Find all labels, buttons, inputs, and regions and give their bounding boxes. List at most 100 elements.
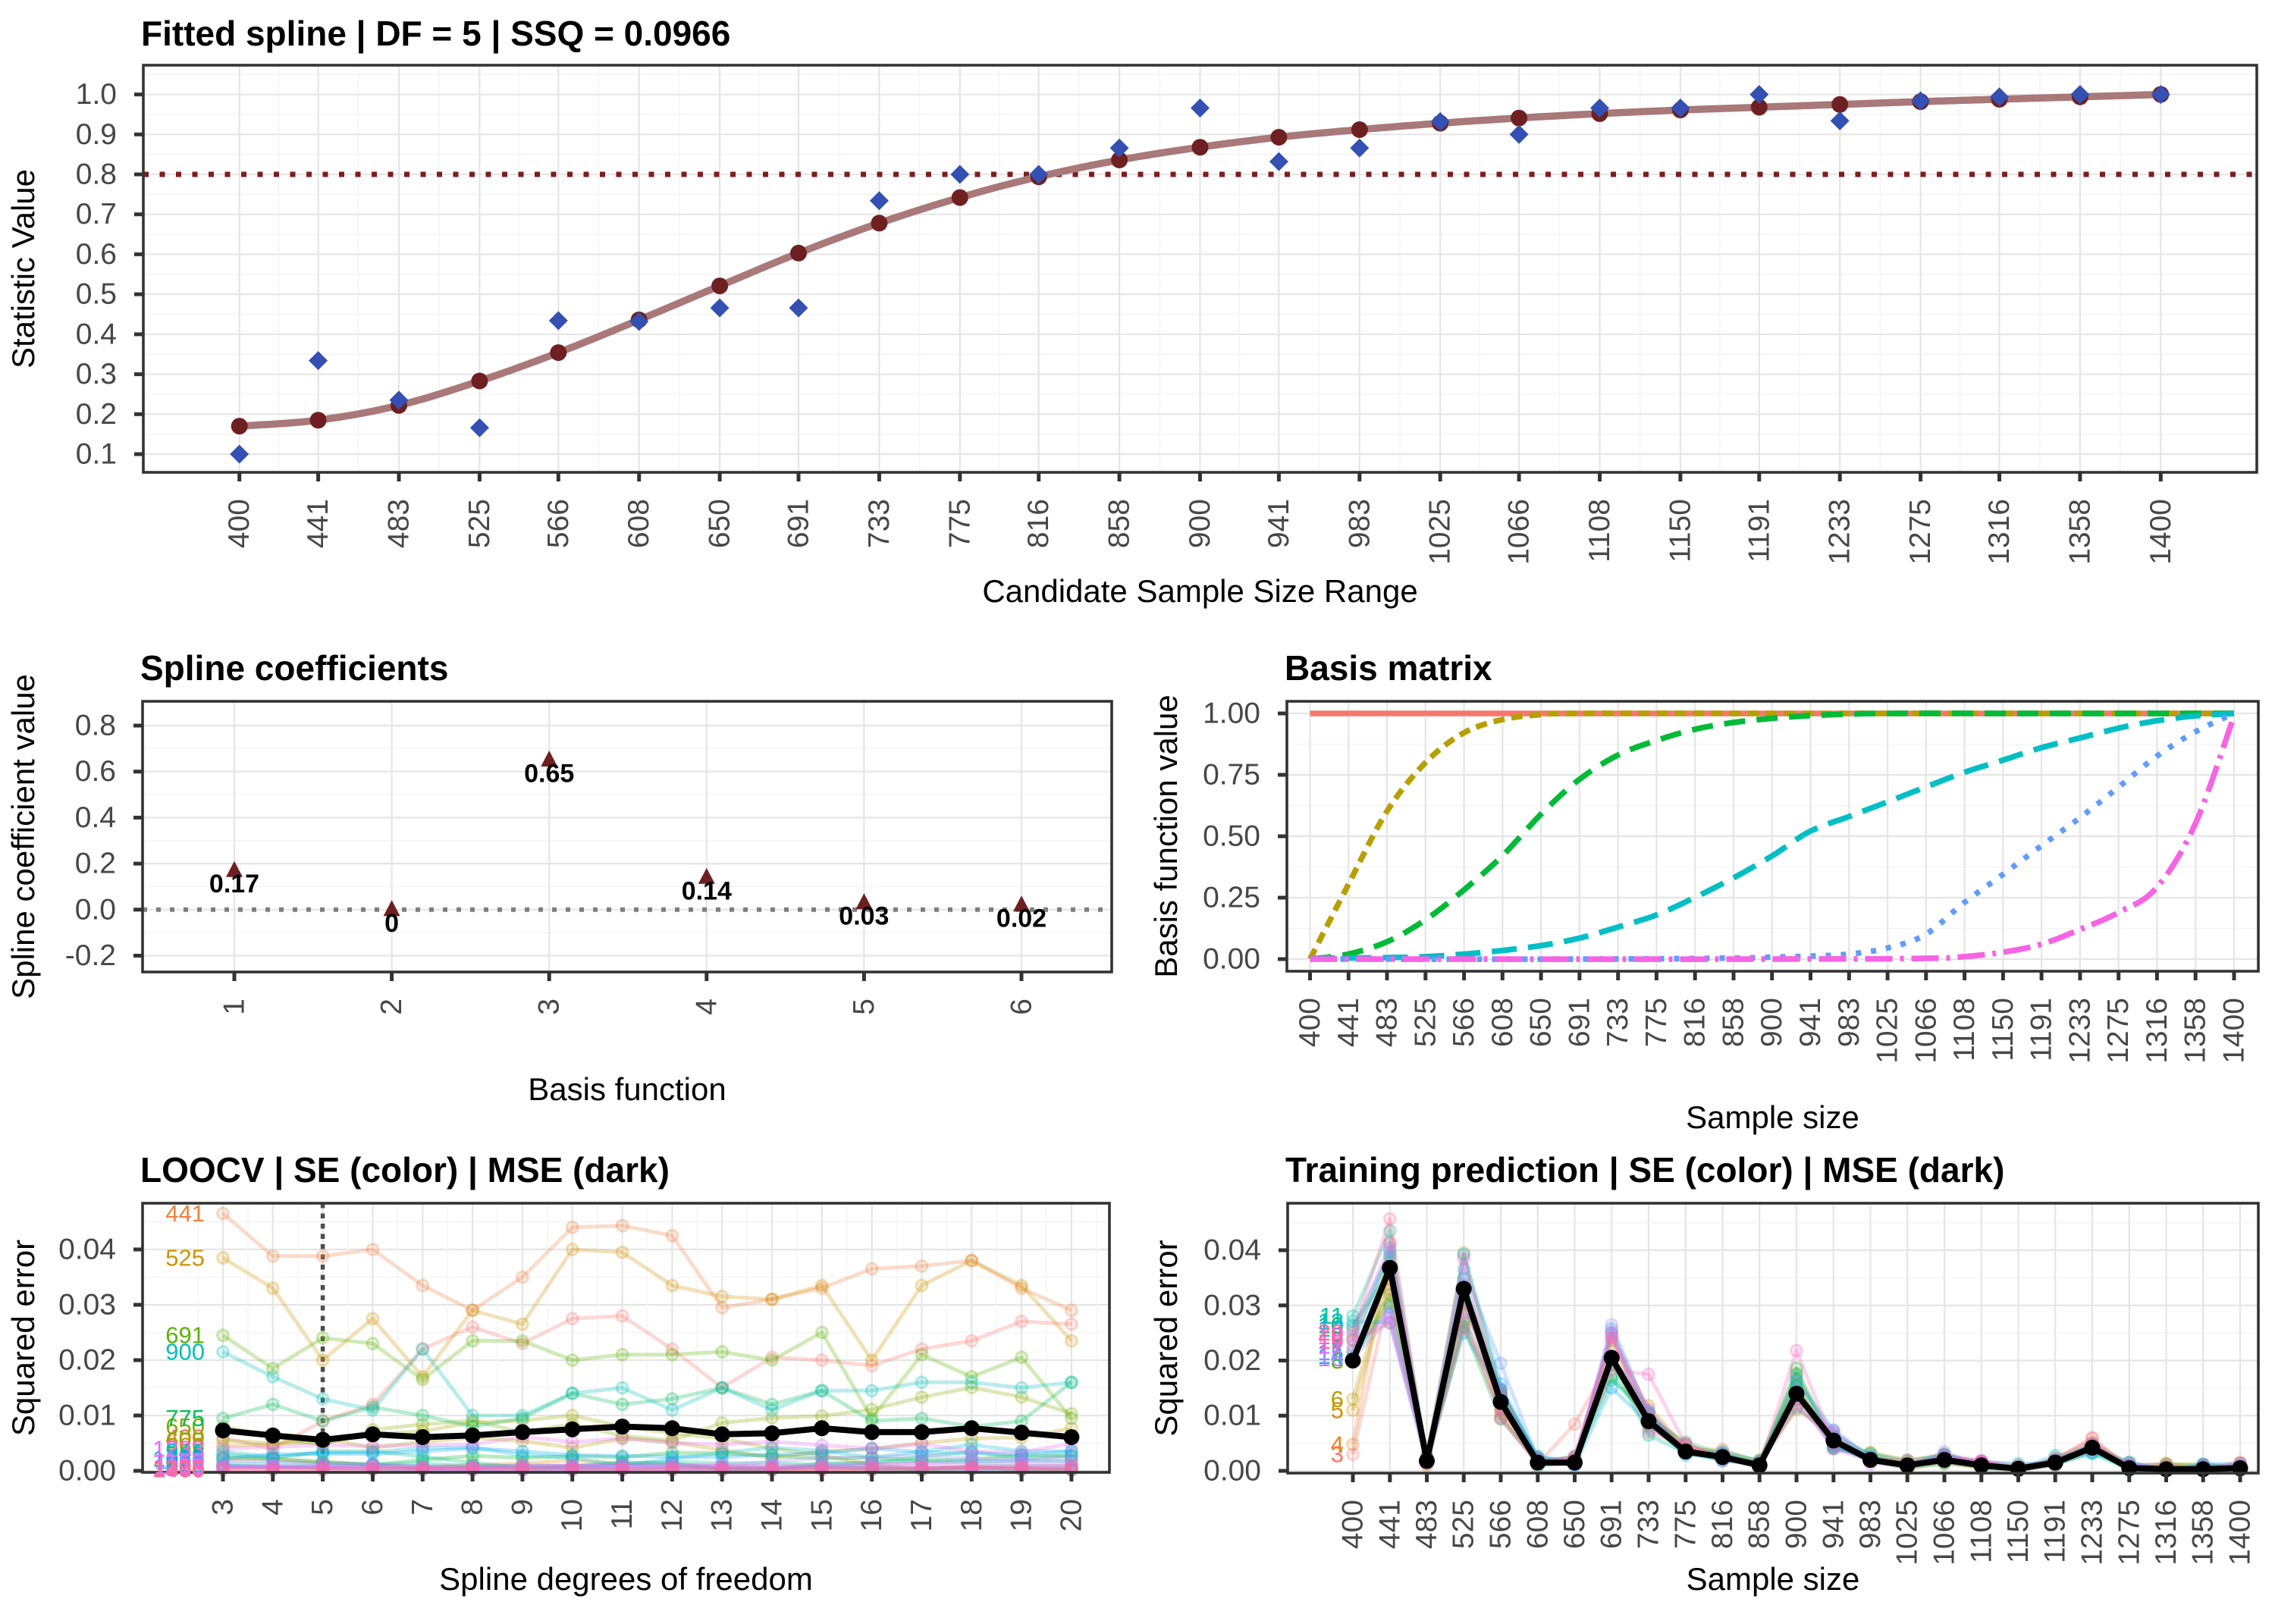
svg-text:Candidate Sample Size Range: Candidate Sample Size Range [982,573,1417,609]
svg-text:9: 9 [1331,1326,1344,1353]
svg-text:733: 733 [1602,998,1634,1047]
svg-text:1358: 1358 [152,1456,205,1482]
svg-text:0.01: 0.01 [58,1400,116,1432]
svg-text:691: 691 [165,1322,205,1349]
svg-text:0.7: 0.7 [76,198,117,230]
svg-text:1.00: 1.00 [1203,698,1260,730]
svg-text:1150: 1150 [1664,499,1696,563]
svg-text:-0.2: -0.2 [65,939,116,972]
svg-text:Basis matrix: Basis matrix [1285,648,1492,688]
svg-text:1233: 1233 [2063,998,2096,1064]
svg-text:733: 733 [165,1444,205,1470]
svg-text:0.04: 0.04 [58,1234,116,1266]
svg-text:0.02: 0.02 [996,904,1046,933]
svg-text:0.6: 0.6 [75,755,116,788]
svg-text:1108: 1108 [1948,998,1981,1061]
svg-text:691: 691 [1596,1500,1628,1549]
svg-text:3: 3 [1331,1441,1344,1468]
svg-text:483: 483 [383,499,416,548]
svg-text:1066: 1066 [1928,1500,1961,1566]
svg-text:441: 441 [1332,998,1365,1047]
svg-text:525: 525 [1409,998,1442,1047]
svg-text:0.9: 0.9 [76,118,117,151]
svg-text:19: 19 [1006,1499,1038,1532]
svg-text:0.50: 0.50 [1203,820,1260,853]
svg-text:525: 525 [165,1245,205,1271]
svg-text:0.5: 0.5 [76,278,117,311]
svg-text:4: 4 [256,1499,289,1516]
svg-text:525: 525 [463,499,496,548]
svg-text:11: 11 [1320,1303,1344,1329]
svg-text:13: 13 [1318,1315,1344,1342]
svg-text:6: 6 [356,1499,389,1516]
svg-text:5: 5 [306,1499,339,1516]
svg-text:941: 941 [1263,499,1295,548]
svg-text:1066: 1066 [1503,499,1536,565]
svg-text:Squared error: Squared error [5,1240,41,1436]
svg-text:2: 2 [375,999,408,1015]
svg-text:1150: 1150 [2002,1500,2035,1563]
svg-text:16: 16 [855,1499,888,1532]
svg-text:608: 608 [1486,998,1519,1047]
svg-text:0.14: 0.14 [682,876,732,905]
svg-text:0.6: 0.6 [76,238,117,271]
svg-text:1025: 1025 [1424,499,1457,565]
svg-text:Fitted spline | DF = 5 | SSQ =: Fitted spline | DF = 5 | SSQ = 0.0966 [141,14,730,53]
svg-text:900: 900 [165,1339,205,1365]
svg-text:1316: 1316 [1983,499,2016,565]
svg-text:Sample size: Sample size [1687,1561,1860,1597]
svg-text:566: 566 [542,499,575,548]
svg-text:608: 608 [165,1427,205,1453]
svg-text:20: 20 [1055,1499,1087,1532]
svg-text:816: 816 [165,1441,205,1468]
svg-text:733: 733 [1633,1500,1665,1549]
svg-text:1275: 1275 [1904,499,1937,565]
svg-text:Sample size: Sample size [1686,1099,1859,1135]
svg-text:1316: 1316 [152,1455,205,1481]
svg-text:650: 650 [1558,1500,1591,1549]
svg-text:19: 19 [1318,1328,1344,1354]
svg-text:691: 691 [1563,998,1596,1047]
svg-text:1025: 1025 [152,1453,205,1480]
svg-text:20: 20 [1318,1319,1344,1346]
svg-text:483: 483 [1410,1500,1443,1549]
svg-text:0.8: 0.8 [75,710,116,742]
svg-text:0.01: 0.01 [1203,1400,1261,1432]
svg-text:Training prediction | SE (colo: Training prediction | SE (color) | MSE (… [1285,1150,2004,1190]
svg-text:1150: 1150 [154,1447,205,1474]
svg-text:900: 900 [1756,998,1788,1047]
svg-text:1233: 1233 [1824,499,1856,565]
svg-text:8: 8 [457,1499,489,1516]
svg-text:17: 17 [1318,1332,1344,1359]
svg-text:816: 816 [1022,499,1055,548]
svg-text:1191: 1191 [1743,499,1775,563]
svg-text:5: 5 [1331,1397,1344,1424]
svg-text:18: 18 [1318,1323,1344,1350]
svg-text:483: 483 [165,1447,205,1473]
svg-text:650: 650 [704,499,736,548]
svg-text:900: 900 [1781,1500,1813,1549]
svg-text:0.75: 0.75 [1203,759,1260,792]
svg-text:858: 858 [1743,1500,1776,1549]
svg-text:858: 858 [1718,998,1750,1047]
svg-text:0.4: 0.4 [76,318,117,350]
svg-text:691: 691 [783,499,815,548]
svg-text:483: 483 [1371,998,1404,1047]
svg-text:650: 650 [1525,998,1558,1047]
svg-text:441: 441 [302,499,334,548]
svg-text:0.04: 0.04 [1203,1234,1261,1267]
svg-text:0.65: 0.65 [524,760,574,788]
svg-text:0.25: 0.25 [1203,882,1260,914]
svg-text:400: 400 [1294,998,1326,1047]
svg-text:11: 11 [606,1499,639,1530]
svg-text:858: 858 [165,1451,205,1478]
svg-text:0.1: 0.1 [76,438,117,471]
svg-text:1: 1 [218,999,251,1015]
svg-text:1358: 1358 [2063,499,2096,565]
svg-text:9: 9 [506,1499,538,1516]
svg-text:1400: 1400 [152,1456,205,1482]
svg-text:12: 12 [1318,1308,1344,1334]
svg-text:Basis function: Basis function [528,1071,726,1107]
svg-text:608: 608 [623,499,655,548]
svg-text:18: 18 [956,1499,988,1532]
